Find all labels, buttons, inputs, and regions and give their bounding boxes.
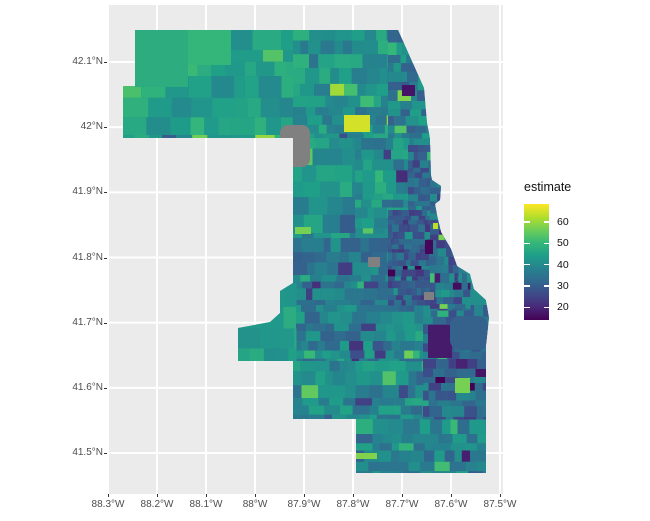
dark-downtown-tract [425,240,433,254]
x-tick-mark [157,494,158,497]
y-tick-mark [104,127,107,129]
large-nw-green-tract [135,30,188,87]
midway-airport-na [368,257,380,267]
x-tick-label: 88.1°W [189,499,223,510]
nw-green-tract-2 [188,30,231,65]
cook-county-tract-map [108,5,503,494]
legend-tick-mark [543,263,549,266]
x-tick-label: 87.6°W [434,499,468,510]
x-tick-mark [108,494,109,497]
y-tick-mark [104,322,107,324]
plot-panel [108,5,503,494]
legend-tick-label: 40 [557,258,569,271]
yellow-speck-lakeshore [433,223,438,229]
legend-tick-label: 30 [557,279,569,292]
bright-green-west-tract [295,227,311,234]
y-tick-label: 41.7°N [72,316,103,328]
legend-tick-mark [524,306,530,308]
y-tick-mark [104,192,107,194]
legend-tick-mark [524,263,530,266]
x-tick-label: 87.5°W [483,499,517,510]
legend-tick-mark [543,242,549,245]
x-tick-label: 87.9°W [287,499,321,510]
legend-title: estimate [524,180,572,194]
legend-tick-label: 50 [557,237,569,250]
legend-tick-mark [543,306,549,308]
x-tick-label: 88°W [242,499,268,510]
legend-tick-mark [524,221,530,223]
y-tick-label: 41.8°N [72,251,103,263]
bright-yellow-tract [344,115,370,132]
x-tick-label: 88.2°W [140,499,174,510]
small-na-tract-south [424,292,434,300]
y-tick-mark [104,62,107,63]
dark-lakeshore-north [402,85,415,96]
legend-tick-mark [543,221,549,223]
x-tick-label: 88.3°W [91,499,125,510]
y-tick-label: 42.1°N [72,56,103,67]
bright-green-se-tract [455,378,470,393]
x-tick-mark [402,494,403,497]
x-tick-mark [353,494,354,497]
bright-green-strip-south [356,453,377,459]
legend-tick-label: 20 [557,301,569,314]
y-tick-label: 42°N [80,121,103,133]
x-tick-mark [255,494,256,497]
x-tick-label: 87.7°W [385,499,419,510]
x-tick-mark [304,494,305,497]
y-tick-mark [104,453,107,455]
x-tick-label: 87.8°W [336,499,370,510]
y-tick-label: 41.6°N [72,381,103,393]
legend-tick-mark [524,242,530,245]
legend-tick-mark [524,285,530,287]
x-tick-mark [500,494,501,497]
x-tick-mark [206,494,207,497]
legend-tick-mark [543,285,549,287]
legend-tick-label: 60 [557,216,569,229]
x-tick-mark [451,494,452,497]
y-tick-label: 41.9°N [72,186,103,198]
y-tick-mark [104,387,107,389]
legend-colorbar [524,204,549,320]
calumet-blue-tract [450,316,488,350]
y-tick-label: 41.5°N [72,447,103,459]
y-tick-mark [104,257,107,259]
dark-calumet-tract [428,325,452,358]
